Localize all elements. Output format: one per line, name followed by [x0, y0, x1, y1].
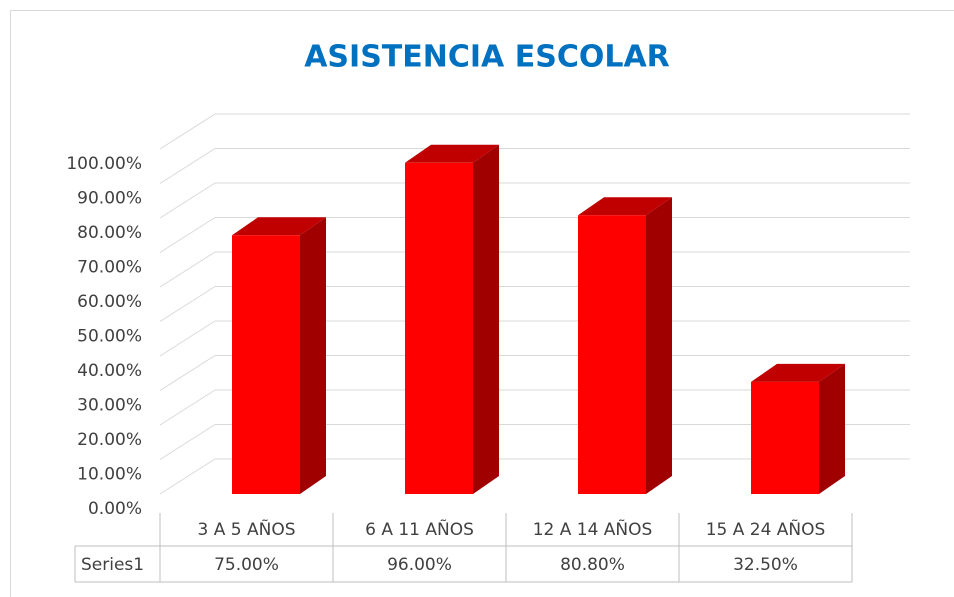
- bar: [405, 162, 473, 495]
- data-table-value: 96.00%: [387, 555, 452, 575]
- chart-title: ASISTENCIA ESCOLAR: [304, 40, 670, 75]
- grid-line-side: [159, 148, 216, 184]
- grid-line-side: [159, 113, 216, 150]
- bar-top: [232, 217, 326, 236]
- bar-side: [819, 363, 845, 494]
- y-tick-label: 0.00%: [88, 499, 142, 519]
- data-table-value: 75.00%: [214, 555, 279, 575]
- bar: [232, 235, 300, 494]
- grid-line-side: [159, 286, 216, 322]
- bar-side: [300, 217, 326, 494]
- bar-top: [751, 363, 845, 382]
- y-tick-label: 70.00%: [77, 258, 142, 278]
- y-tick-label: 40.00%: [77, 361, 142, 381]
- grid-line-side: [159, 182, 216, 219]
- data-table-value: 32.50%: [733, 555, 798, 575]
- y-tick-label: 100.00%: [66, 154, 142, 174]
- grid-line-side: [159, 251, 216, 288]
- grid-line-side: [159, 389, 216, 426]
- grid-line-side: [159, 458, 216, 495]
- x-tick-label: 15 A 24 AÑOS: [706, 518, 826, 540]
- x-tick-label: 6 A 11 AÑOS: [365, 518, 474, 540]
- grid-line-side: [159, 217, 216, 253]
- grid-line-side: [159, 355, 216, 391]
- bar-top: [578, 197, 672, 216]
- legend-label: Series1: [81, 555, 144, 575]
- bar: [751, 381, 819, 494]
- bar: [578, 215, 646, 495]
- y-tick-label: 90.00%: [77, 189, 142, 209]
- y-tick-label: 50.00%: [77, 327, 142, 347]
- bar-side: [473, 144, 499, 495]
- y-tick-label: 60.00%: [77, 292, 142, 312]
- bar-top: [405, 144, 499, 163]
- grid-line-side: [159, 424, 216, 460]
- grid-line-side: [159, 320, 216, 357]
- chart-border: [10, 10, 954, 597]
- x-tick-label: 3 A 5 AÑOS: [198, 518, 296, 540]
- y-tick-label: 80.00%: [77, 223, 142, 243]
- bar-side: [646, 197, 672, 495]
- y-tick-label: 30.00%: [77, 396, 142, 416]
- data-table-value: 80.80%: [560, 555, 625, 575]
- y-tick-label: 20.00%: [77, 430, 142, 450]
- y-tick-label: 10.00%: [77, 465, 142, 485]
- x-tick-label: 12 A 14 AÑOS: [533, 518, 653, 540]
